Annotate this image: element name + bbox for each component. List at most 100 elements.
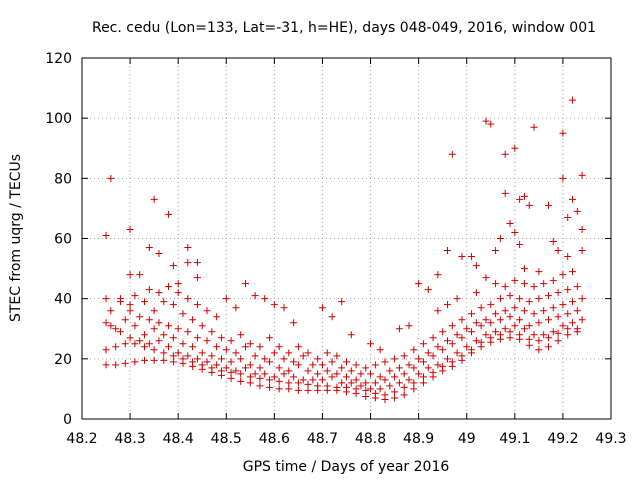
data-point [550, 238, 557, 245]
data-point [579, 226, 586, 233]
data-point [516, 241, 523, 248]
data-point [160, 349, 167, 356]
data-point [420, 358, 427, 365]
data-point [280, 355, 287, 362]
data-point [521, 265, 528, 272]
data-point [184, 244, 191, 251]
data-point [559, 130, 566, 137]
data-point [199, 349, 206, 356]
data-point [127, 226, 134, 233]
data-point [478, 322, 485, 329]
data-point [314, 355, 321, 362]
y-tick-label: 120 [45, 51, 72, 67]
data-point [391, 355, 398, 362]
data-point [555, 289, 562, 296]
x-tick-label: 48.9 [403, 431, 434, 447]
data-point [228, 369, 235, 376]
data-point [406, 376, 413, 383]
data-point [223, 295, 230, 302]
data-point [338, 298, 345, 305]
data-point [468, 328, 475, 335]
data-point [300, 352, 307, 359]
data-point [449, 340, 456, 347]
data-point [492, 328, 499, 335]
data-point [285, 385, 292, 392]
data-point [261, 295, 268, 302]
data-point [463, 343, 470, 350]
data-point [473, 319, 480, 326]
data-point [112, 361, 119, 368]
data-point [305, 387, 312, 394]
data-point [146, 316, 153, 323]
data-point [439, 328, 446, 335]
data-point [401, 391, 408, 398]
data-point [208, 328, 215, 335]
data-point [146, 340, 153, 347]
data-point [247, 361, 254, 368]
data-point [252, 292, 259, 299]
data-point [396, 379, 403, 386]
data-point [232, 367, 239, 374]
data-point [155, 250, 162, 257]
data-point [502, 307, 509, 314]
data-point [569, 196, 576, 203]
data-point [136, 313, 143, 320]
data-point [141, 357, 148, 364]
data-point [559, 322, 566, 329]
data-point [242, 343, 249, 350]
data-point [449, 358, 456, 365]
data-point [314, 370, 321, 377]
data-point [165, 283, 172, 290]
data-point [550, 277, 557, 284]
data-point [434, 307, 441, 314]
data-point [107, 322, 114, 329]
data-point [232, 349, 239, 356]
data-point [574, 208, 581, 215]
data-point [396, 364, 403, 371]
data-point [295, 343, 302, 350]
data-point [131, 322, 138, 329]
data-point [237, 331, 244, 338]
data-point [329, 373, 336, 380]
data-point [194, 274, 201, 281]
data-point [555, 330, 562, 337]
data-point [559, 271, 566, 278]
data-point [184, 259, 191, 266]
data-point [136, 271, 143, 278]
data-point [170, 262, 177, 269]
data-point [487, 121, 494, 128]
data-point [564, 253, 571, 260]
data-point [204, 307, 211, 314]
data-point [487, 319, 494, 326]
data-point [502, 151, 509, 158]
data-point [175, 280, 182, 287]
data-point [531, 283, 538, 290]
data-point [165, 343, 172, 350]
data-point [160, 331, 167, 338]
data-point [319, 361, 326, 368]
data-point [127, 307, 134, 314]
data-point [401, 384, 408, 391]
data-point [357, 370, 364, 377]
data-point [482, 331, 489, 338]
data-point [449, 151, 456, 158]
data-point [478, 304, 485, 311]
data-point [151, 307, 158, 314]
data-point [136, 337, 143, 344]
stec-scatter-chart: Rec. cedu (Lon=133, Lat=-31, h=HE), days… [0, 0, 640, 480]
data-point [550, 304, 557, 311]
data-point [555, 247, 562, 254]
data-point [531, 331, 538, 338]
data-point [386, 382, 393, 389]
data-point [266, 376, 273, 383]
data-point [103, 232, 110, 239]
data-point [535, 337, 542, 344]
data-point [276, 385, 283, 392]
data-point [103, 319, 110, 326]
data-point [444, 355, 451, 362]
data-point [353, 376, 360, 383]
data-point [507, 292, 514, 299]
data-point [127, 301, 134, 308]
data-point [410, 364, 417, 371]
data-point [146, 244, 153, 251]
